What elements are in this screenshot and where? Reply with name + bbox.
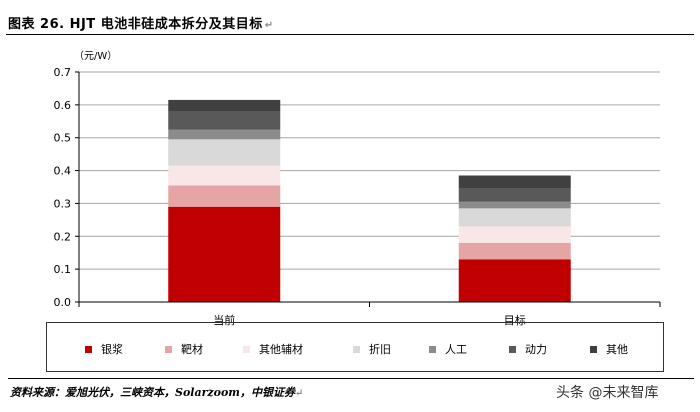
- source-text: 资料来源：爱旭光伏，三峡资本，Solarzoom，中银证券↵: [10, 384, 303, 400]
- paragraph-mark: ↵: [294, 388, 304, 399]
- legend-item: 靶材: [165, 341, 203, 357]
- legend-swatch: [243, 345, 250, 353]
- legend-label: 人工: [445, 343, 467, 356]
- legend-label: 折旧: [369, 343, 391, 356]
- bar-segment: [168, 165, 281, 186]
- legend-swatch: [165, 345, 172, 353]
- legend-swatch: [85, 345, 92, 353]
- axes: 0.0 0.1 0.2 0.3 0.4 0.5 0.6 0.7 当前 目标: [54, 66, 661, 327]
- legend-label: 动力: [525, 343, 547, 356]
- y-unit-label: （元/W）: [74, 50, 117, 62]
- title-bar: 图表 26. HJT 电池非硅成本拆分及其目标 ↵: [6, 8, 694, 35]
- y-tick-label: 0.2: [54, 230, 72, 243]
- source-label: 资料来源：爱旭光伏，三峡资本，Solarzoom，中银证券: [10, 386, 295, 399]
- y-tick-label: 0.7: [54, 66, 72, 79]
- legend-swatch: [509, 345, 516, 353]
- watermark: 头条 @未来智库: [556, 385, 659, 401]
- bar-segment: [458, 175, 571, 189]
- y-tick-label: 0.0: [54, 296, 72, 309]
- bar-segment: [458, 208, 571, 227]
- bar-segment: [168, 111, 281, 130]
- bar-segment: [168, 129, 281, 140]
- legend-swatch: [353, 345, 360, 353]
- legend-item: 动力: [509, 341, 547, 357]
- bar-segment: [458, 242, 571, 260]
- bar-segment: [168, 206, 281, 302]
- legend-label: 银浆: [101, 343, 123, 356]
- bar-segment: [168, 185, 281, 207]
- legend-item: 其他辅材: [243, 341, 303, 357]
- y-tick-label: 0.3: [54, 197, 72, 210]
- legend-item: 其他: [590, 341, 628, 357]
- y-tick-label: 0.6: [54, 99, 72, 112]
- y-tick-label: 0.1: [54, 263, 72, 276]
- source-note: 资料来源：爱旭光伏，三峡资本，Solarzoom，中银证券↵: [8, 378, 694, 401]
- chart-legend: 银浆 靶材 其他辅材 折旧 人工 动力 其他: [46, 322, 664, 372]
- gridlines: [79, 71, 660, 270]
- bar-segment: [168, 139, 281, 166]
- y-tick-label: 0.5: [54, 132, 72, 145]
- chart-title-text: 图表 26. HJT 电池非硅成本拆分及其目标: [8, 17, 263, 32]
- legend-label: 其他: [606, 343, 628, 356]
- y-tick-label: 0.4: [54, 165, 72, 178]
- bar-segment: [168, 99, 281, 112]
- legend-label: 其他辅材: [259, 343, 303, 356]
- bar-segment: [458, 201, 571, 209]
- bar-segment: [458, 188, 571, 202]
- chart-title: 图表 26. HJT 电池非硅成本拆分及其目标 ↵: [8, 13, 274, 32]
- bar-segment: [458, 226, 571, 243]
- bar-segment: [458, 259, 571, 302]
- legend-item: 折旧: [353, 341, 391, 357]
- legend-item: 银浆: [85, 341, 123, 357]
- legend-item: 人工: [429, 341, 467, 357]
- legend-swatch: [590, 345, 597, 353]
- bars: [168, 99, 571, 302]
- x-category-label: 目标: [504, 313, 526, 327]
- legend-label: 靶材: [181, 343, 203, 356]
- paragraph-mark: ↵: [264, 20, 274, 31]
- legend-swatch: [429, 345, 436, 353]
- x-category-label: 当前: [213, 313, 235, 327]
